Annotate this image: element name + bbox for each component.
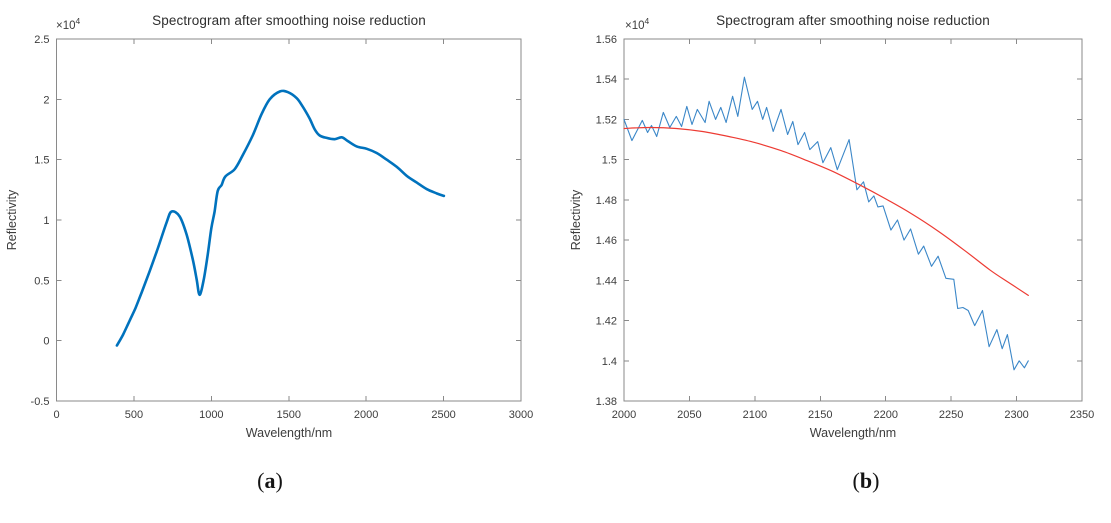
x-tick-label: 2000: [612, 409, 636, 421]
chart-b-y-scale-exponent: 4: [644, 16, 650, 26]
chart-a-y-axis-label: Reflectivity: [5, 189, 19, 251]
y-tick-label: 1.42: [596, 316, 617, 328]
y-tick-label: 1.44: [596, 275, 617, 287]
y-tick-label: -0.5: [31, 396, 50, 408]
x-tick-label: 2300: [1004, 409, 1028, 421]
subfigure-b-caption: (b): [853, 468, 880, 494]
series-smoothed-spectrum: [115, 89, 446, 347]
chart-b-title: Spectrogram after smoothing noise reduct…: [716, 13, 990, 28]
y-tick-label: 1.5: [34, 155, 49, 167]
x-tick-label: 0: [53, 409, 59, 421]
x-tick-label: 2000: [354, 409, 378, 421]
y-tick-label: 0.5: [34, 275, 49, 287]
x-tick-label: 2050: [677, 409, 701, 421]
caption-b-close-paren: ): [872, 468, 880, 493]
chart-a-y-scale-label: ×104: [56, 16, 80, 32]
plot-b: 2000 2050 2100 2150 2200 2250 2300 2350 1.38 1.4 1…: [596, 34, 1095, 421]
y-tick-label: 1.38: [596, 396, 617, 408]
caption-a-letter: a: [264, 468, 276, 493]
plot-a: 0 500 1000 1500 2000 2500 3000-0.500.511.522.5: [31, 34, 534, 421]
chart-a-y-scale-base: ×10: [56, 19, 76, 32]
y-tick-label: 1.48: [596, 195, 617, 207]
x-tick-label: 3000: [509, 409, 533, 421]
y-tick-label: 0: [43, 336, 49, 348]
caption-b-letter: b: [859, 468, 873, 493]
y-tick-label: 1.52: [596, 114, 617, 126]
chart-b-y-axis-label: Reflectivity: [569, 189, 583, 251]
x-tick-label: 2250: [939, 409, 963, 421]
chart-b-x-axis-label: Wavelength/nm: [809, 426, 897, 440]
y-tick-label: 2.5: [34, 34, 49, 46]
x-tick-label: 2150: [808, 409, 832, 421]
caption-a-open-paren: (: [257, 468, 265, 493]
x-tick-label: 2500: [431, 409, 455, 421]
x-tick-label: 2350: [1070, 409, 1094, 421]
chart-a-x-axis-label: Wavelength/nm: [245, 426, 333, 440]
chart-b-y-scale-base: ×10: [625, 19, 645, 32]
series-fit-curve: [623, 126, 1029, 296]
y-tick-label: 1: [43, 215, 49, 227]
x-tick-label: 2100: [743, 409, 767, 421]
y-tick-label: 1.46: [596, 235, 617, 247]
y-tick-label: 1.4: [602, 356, 617, 368]
caption-b-open-paren: (: [852, 468, 860, 493]
chart-a-title: Spectrogram after smoothing noise reduct…: [152, 13, 426, 28]
y-tick-label: 1.54: [596, 74, 617, 86]
y-tick-label: 1.5: [602, 155, 617, 167]
y-tick-label: 2: [43, 94, 49, 106]
x-tick-label: 500: [125, 409, 143, 421]
axes-box: [623, 38, 1083, 402]
caption-a-close-paren: ): [275, 468, 283, 493]
chart-a-y-scale-exponent: 4: [75, 16, 81, 26]
x-tick-label: 1000: [199, 409, 223, 421]
x-tick-label: 2200: [873, 409, 897, 421]
chart-b-y-scale-label: ×104: [625, 16, 649, 32]
subfigure-a-caption: (a): [257, 468, 283, 494]
series-raw-spectrum-segment: [623, 76, 1029, 371]
x-tick-label: 1500: [277, 409, 301, 421]
y-tick-label: 1.56: [596, 34, 617, 46]
